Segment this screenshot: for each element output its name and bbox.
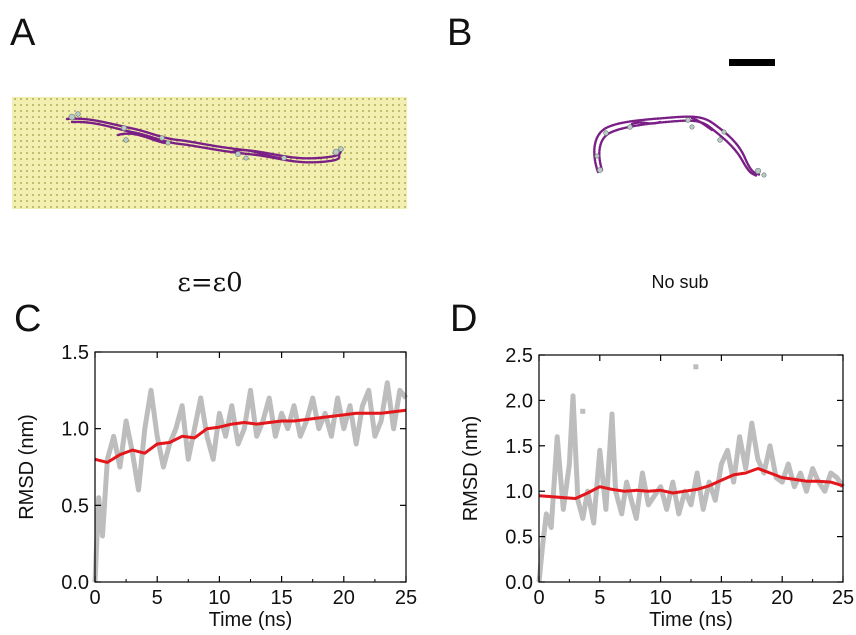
substrate	[12, 97, 407, 209]
y-tick-label: 1.0	[61, 419, 89, 441]
panel-letter-c: C	[14, 298, 42, 340]
y-tick-label: 0.5	[61, 495, 89, 517]
chain-ends-b	[594, 117, 767, 178]
caption-b: No sub	[651, 272, 709, 292]
y-tick-label: 1.0	[505, 481, 533, 503]
plot-frame	[538, 354, 844, 583]
x-tick-label: 10	[208, 587, 230, 609]
smoothed-rmsd-series	[538, 467, 844, 500]
x-tick-label: 5	[594, 587, 605, 609]
panel-letter-a: A	[10, 12, 36, 54]
y-tick-label: 0.0	[505, 572, 533, 594]
x-axis-label: Time (ns)	[649, 609, 733, 631]
x-tick-label: 5	[152, 587, 163, 609]
x-tick-label: 0	[533, 587, 544, 609]
x-axis-label: Time (ns)	[209, 609, 293, 631]
polymer-chain-b	[593, 115, 762, 178]
x-tick-label: 10	[649, 587, 671, 609]
x-tick-label: 15	[710, 587, 732, 609]
y-axis-label: RMSD (nm)	[16, 414, 38, 520]
caption-a: ε=ε0	[177, 268, 243, 298]
y-tick-label: 1.5	[61, 342, 89, 364]
y-axis-label: RMSD (nm)	[460, 416, 482, 522]
raw-rmsd-series	[536, 393, 846, 583]
panel-letter-b: B	[447, 12, 473, 54]
y-tick-label: 2.0	[505, 390, 533, 412]
x-tick-label: 25	[832, 587, 854, 609]
x-tick-label: 20	[333, 587, 355, 609]
y-tick-label: 0.0	[61, 572, 89, 594]
smoothed-rmsd-series	[94, 408, 407, 464]
scale-bar	[729, 59, 775, 66]
x-tick-label: 20	[771, 587, 793, 609]
outlier-point	[580, 408, 586, 414]
outlier-point	[693, 364, 699, 370]
panel-letter-d: D	[450, 298, 478, 340]
plot-frame	[94, 351, 407, 583]
y-tick-label: 2.5	[505, 345, 533, 367]
raw-rmsd-series	[92, 380, 408, 583]
x-tick-label: 0	[89, 587, 100, 609]
y-tick-label: 1.5	[505, 436, 533, 458]
substrate-dots	[12, 97, 407, 209]
polymer-chain-a	[65, 117, 344, 164]
x-tick-label: 15	[270, 587, 292, 609]
y-tick-label: 0.5	[505, 527, 533, 549]
chain-ends-a	[68, 111, 344, 161]
x-tick-label: 25	[395, 587, 417, 609]
